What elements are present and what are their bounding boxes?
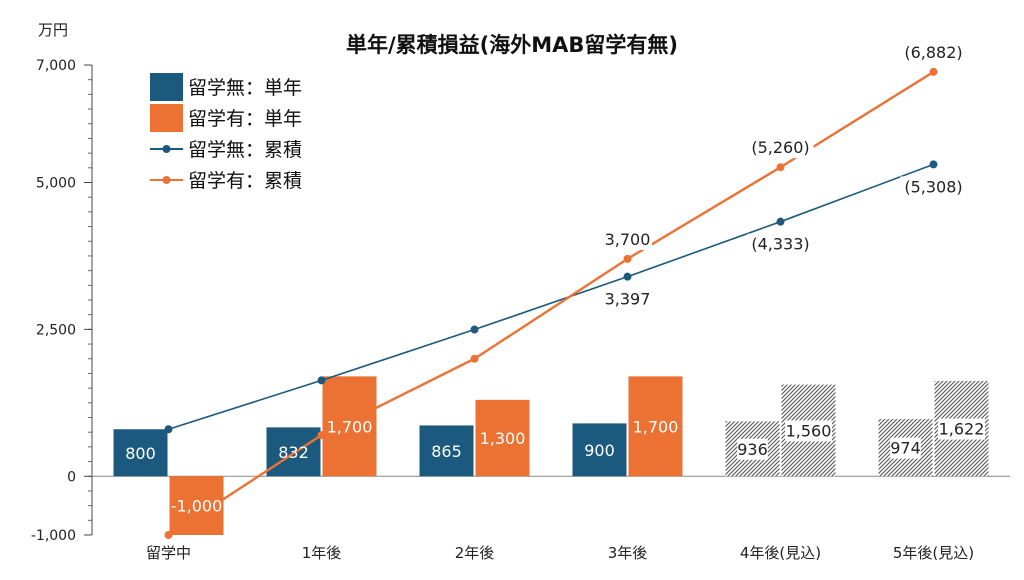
bar-label: 1,300 [480,429,526,448]
bar-label: 1,622 [939,420,985,439]
x-tick-label: 4年後(見込) [740,544,821,562]
y-tick-label: 2,500 [36,322,76,338]
y-tick-label: -1,000 [31,528,76,544]
y-tick-label: 0 [67,469,76,485]
bar-label: 1,560 [786,421,832,440]
bars [113,376,989,535]
bar [113,429,168,477]
legend-label: 留学無：累積 [188,139,302,161]
bar [572,423,627,477]
bar-label: 974 [890,439,921,458]
data-labels: 800 832 865 900 936 974 -1,000 1,700 1,300 1,700 1… [125,41,985,516]
line-label-box [603,228,652,250]
line-label: (4,333) [751,235,809,254]
line-label: 3,397 [605,290,651,309]
y-axis: -1,000 0 2,500 5,000 7,000 [31,58,93,544]
y-tick-label: 7,000 [36,58,76,74]
line-label: (5,308) [904,177,962,196]
bar-label: 865 [431,442,462,461]
bar [628,376,683,477]
line-label-box [747,137,814,159]
x-tick-label: 1年後 [302,544,342,562]
line-point [164,425,173,434]
x-tick-label: 5年後(見込) [893,544,974,562]
x-axis: 留学中 1年後 2年後 3年後 4年後(見込) 5年後(見込) [92,475,1010,562]
bar-label-box [785,420,832,442]
line-point [623,272,632,281]
bar-label: 1,700 [327,417,373,436]
line-point [929,160,938,169]
bar-label: 936 [737,440,768,459]
line-point [317,431,326,440]
line-point [776,217,785,226]
line-label-box [603,288,652,310]
line-label: 3,700 [605,230,651,249]
legend-label: 留学有：累積 [188,170,302,192]
bar-label-box [890,437,921,459]
bar-label-box [737,438,768,460]
legend-swatch [150,104,183,132]
line-point [317,376,326,385]
bar [322,376,377,477]
bar [266,427,321,477]
y-tick-label: 5,000 [36,176,76,192]
bar-label: 900 [584,441,615,460]
legend-label: 留学有：単年 [188,108,302,130]
line-point [470,325,479,334]
line-label: (5,260) [751,138,809,157]
x-tick-label: 留学中 [146,544,191,562]
bar-label-box [938,418,985,440]
line-point [776,163,785,172]
bar-label: 1,700 [633,417,679,436]
line-point [623,254,632,263]
y-axis-unit: 万円 [38,21,68,39]
legend-marker [162,145,171,153]
line-label-box [747,233,814,255]
x-tick-label: 3年後 [608,544,648,562]
bar-label: -1,000 [171,497,223,516]
line-label: (6,882) [904,43,962,62]
line-point [929,67,938,76]
legend-swatch [150,73,183,101]
line-label-box [900,41,967,63]
line-point [164,531,173,539]
legend-marker [162,176,171,184]
x-tick-label: 2年後 [455,544,495,562]
series-line [168,163,934,431]
bar-label: 832 [278,443,309,462]
chart-title: 単年/累積損益(海外MAB留学有無) [346,33,678,57]
legend-label: 留学無：単年 [188,77,302,99]
bar [475,399,530,477]
bar [419,425,474,477]
line-point [470,354,479,363]
line-label-box [900,176,967,198]
bar-label: 800 [125,444,156,463]
